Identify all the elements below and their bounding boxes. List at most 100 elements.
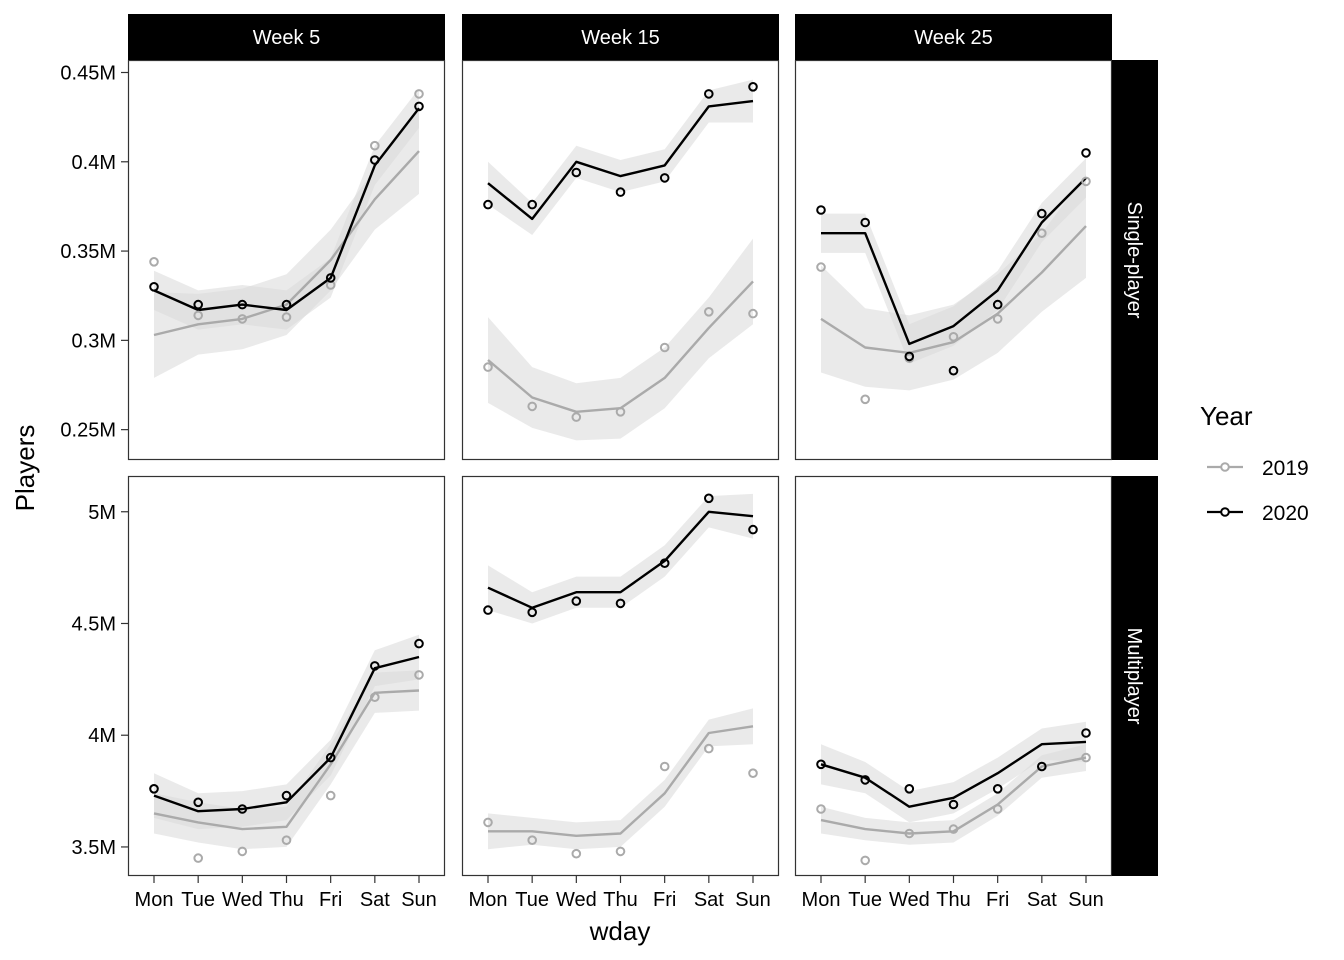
data-point-2020 [281, 790, 292, 801]
data-point-2020 [615, 187, 626, 197]
panel-border [794, 475, 1113, 877]
panel-border [794, 59, 1113, 461]
data-point-2020 [1081, 148, 1091, 158]
y-tick-label: 0.3M [72, 330, 116, 352]
column-strip: Week 15 [462, 14, 779, 60]
data-point-2019 [860, 855, 871, 866]
data-point-2019 [237, 314, 248, 324]
column-strip: Week 5 [128, 14, 445, 60]
facet-panels [127, 59, 1113, 877]
data-point-2020 [149, 784, 159, 794]
data-point-2020 [904, 784, 915, 794]
confidence-band-2019 [821, 174, 1086, 391]
x-tick-label: Fri [986, 889, 1009, 911]
facet-strips: Week 5 Week 15 Week 25 Single-player Multipl… [128, 14, 1158, 876]
data-point-2020 [237, 804, 248, 814]
data-point-2019 [193, 310, 203, 321]
x-tick-label: Fri [319, 889, 342, 911]
data-point-2019 [659, 761, 670, 772]
y-axis-title: Players [10, 425, 40, 512]
data-point-2020 [615, 598, 626, 609]
data-point-2020 [1037, 761, 1047, 772]
data-point-2019 [527, 401, 538, 412]
x-tick-label: Sat [1027, 889, 1057, 911]
x-tick-label: Mon [469, 889, 508, 911]
data-point-2019 [193, 853, 203, 863]
fit-line-2019 [153, 150, 420, 337]
panel-background [462, 476, 779, 876]
panel-border [461, 475, 780, 877]
data-point-2019 [281, 312, 292, 322]
data-point-2020 [992, 784, 1003, 794]
column-strip-label: Week 15 [581, 27, 660, 49]
data-point-2020 [414, 638, 424, 649]
confidence-band-2020 [821, 721, 1086, 823]
y-tick-label: 4.5M [72, 613, 116, 635]
data-point-2019 [571, 412, 582, 422]
legend-item-2019: 2019 [1207, 457, 1309, 480]
data-point-2020 [325, 752, 336, 763]
y-tick-label: 3.5M [72, 837, 116, 859]
data-point-2019 [748, 308, 758, 319]
x-tick-label: Mon [135, 889, 174, 911]
x-tick-label: Tue [515, 889, 549, 911]
fit-line-2020 [821, 177, 1087, 346]
data-point-2019 [748, 768, 758, 779]
data-point-2019 [1081, 752, 1091, 763]
data-point-2020 [149, 282, 159, 292]
data-point-2019 [237, 846, 248, 857]
x-tick-label: Fri [653, 889, 676, 911]
confidence-band-2020 [488, 493, 753, 624]
confidence-band-2019 [488, 238, 753, 441]
legend-label-2020: 2020 [1262, 502, 1309, 525]
data-point-2020 [325, 273, 336, 283]
legend: Year 2019 2020 [1200, 401, 1309, 525]
data-point-2020 [193, 797, 203, 808]
y-tick-label: 0.35M [60, 241, 116, 263]
facet-panel [461, 475, 780, 877]
x-tick-label: Tue [848, 889, 882, 911]
data-point-2019 [904, 828, 915, 839]
y-tick-label: 4M [88, 725, 116, 747]
data-point-2019 [704, 743, 714, 754]
legend-item-2020: 2020 [1207, 502, 1309, 525]
data-point-2020 [483, 605, 493, 615]
fit-line-2020 [153, 655, 420, 813]
fit-line-2019 [820, 225, 1087, 355]
x-tick-label: Sat [360, 889, 390, 911]
data-point-2020 [816, 759, 826, 770]
y-tick-label: 0.25M [60, 420, 116, 442]
column-strip-background [462, 14, 779, 60]
confidence-band-2020 [821, 158, 1086, 364]
data-point-2019 [704, 307, 714, 317]
data-point-2019 [615, 407, 626, 417]
fit-line-2020 [487, 99, 754, 221]
data-point-2019 [414, 89, 424, 99]
confidence-band-2020 [154, 634, 419, 830]
data-point-2019 [149, 257, 159, 267]
axes: 0.25M 0.3M 0.35M 0.4M 0.45M 3.5M 4M 4.5M 5M Mon Tu… [60, 63, 1103, 912]
x-tick-label: Sun [735, 889, 771, 911]
data-point-2019 [281, 835, 292, 846]
data-point-2019 [860, 394, 871, 405]
facet-panel [127, 475, 446, 877]
row-strip: Single-player [1112, 60, 1158, 460]
data-point-2020 [414, 101, 424, 112]
data-point-2020 [948, 799, 959, 810]
data-point-2019 [1081, 176, 1091, 187]
data-point-2019 [992, 804, 1003, 814]
row-strip-background [1112, 476, 1158, 876]
fit-line-2020 [820, 740, 1087, 808]
column-strip-label: Week 25 [914, 27, 993, 49]
data-point-2019 [370, 140, 380, 151]
y-tick-label: 5M [88, 502, 116, 524]
data-point-2020 [237, 299, 248, 310]
data-point-2019 [948, 332, 959, 342]
x-tick-label: Thu [936, 889, 970, 911]
x-tick-label: Wed [556, 889, 597, 911]
data-point-2020 [659, 558, 670, 569]
x-tick-label: Mon [802, 889, 841, 911]
x-tick-label: Thu [603, 889, 637, 911]
facet-panel [794, 59, 1113, 461]
